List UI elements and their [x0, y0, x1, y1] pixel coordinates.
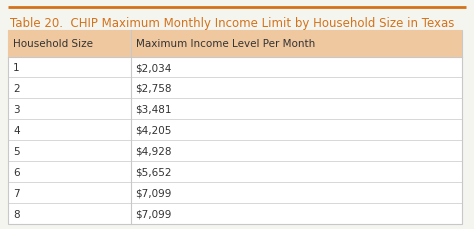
Text: 7: 7 — [13, 188, 19, 198]
Text: $3,481: $3,481 — [136, 104, 172, 114]
Text: 8: 8 — [13, 209, 19, 218]
Text: Table 20.  CHIP Maximum Monthly Income Limit by Household Size in Texas: Table 20. CHIP Maximum Monthly Income Li… — [10, 17, 455, 30]
Text: $7,099: $7,099 — [136, 209, 172, 218]
Text: $2,034: $2,034 — [136, 63, 172, 73]
Text: $4,205: $4,205 — [136, 125, 172, 135]
Bar — [8, 31, 462, 224]
Text: Maximum Income Level Per Month: Maximum Income Level Per Month — [136, 39, 315, 49]
Text: $7,099: $7,099 — [136, 188, 172, 198]
Text: 4: 4 — [13, 125, 19, 135]
Text: 6: 6 — [13, 167, 19, 177]
Text: 1: 1 — [13, 63, 19, 73]
Text: 3: 3 — [13, 104, 19, 114]
Text: $2,758: $2,758 — [136, 84, 172, 93]
Bar — [8, 31, 462, 57]
Text: 5: 5 — [13, 146, 19, 156]
Text: 2: 2 — [13, 84, 19, 93]
Text: Household Size: Household Size — [13, 39, 93, 49]
Text: $4,928: $4,928 — [136, 146, 172, 156]
Text: $5,652: $5,652 — [136, 167, 172, 177]
